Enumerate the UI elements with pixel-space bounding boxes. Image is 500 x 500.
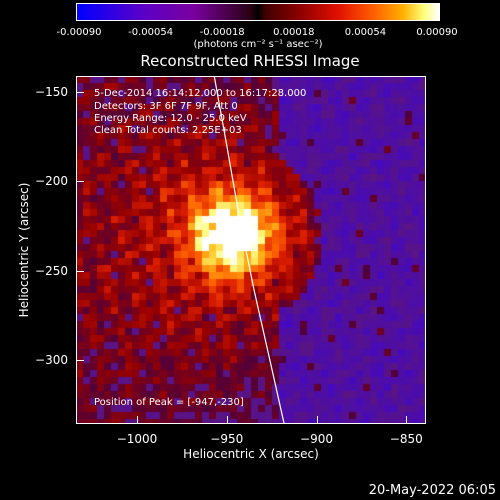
colorbar-unit: (photons cm⁻² s⁻¹ asec⁻²)	[193, 39, 323, 50]
x-tick-label: −850	[389, 432, 423, 446]
x-tick-label: −900	[300, 432, 333, 446]
y-tick	[76, 359, 84, 361]
heatmap-canvas	[76, 76, 426, 424]
y-tick-label: −300	[35, 352, 68, 367]
y-tick-label: −150	[35, 85, 68, 100]
colorbar-label: 0.00054	[344, 27, 387, 38]
x-tick-label: −950	[210, 432, 244, 446]
solar-limb-line	[213, 76, 285, 424]
x-tick	[406, 416, 408, 424]
colorbar-label: 0.00090	[416, 27, 458, 38]
colorbar-label: 0.00018	[273, 27, 315, 38]
x-tick	[137, 416, 139, 424]
x-tick-label: −1000	[116, 432, 158, 446]
info-energy-range: Energy Range: 12.0 - 25.0 keV	[94, 113, 247, 124]
info-total-counts: Clean Total counts: 2.25E+03	[94, 125, 242, 136]
x-axis-title: Heliocentric X (arcsec)	[183, 447, 319, 461]
colorbar	[76, 3, 440, 21]
y-axis-title: Heliocentric Y (arcsec)	[17, 182, 31, 318]
x-tick	[316, 416, 318, 424]
colorbar-label: -0.00018	[199, 27, 245, 38]
timestamp: 20-May-2022 06:05	[368, 483, 496, 498]
y-tick	[76, 92, 84, 94]
y-tick	[76, 181, 84, 183]
plot-title: Reconstructed RHESSI Image	[140, 52, 360, 70]
info-detectors: Detectors: 3F 6F 7F 9F, Att 0	[94, 101, 238, 112]
info-time-range: 5-Dec-2014 16:14:12.000 to 16:17:28.000	[94, 88, 307, 99]
y-tick-label: −250	[35, 263, 68, 278]
y-tick	[76, 270, 84, 272]
image-plot	[76, 76, 426, 424]
y-tick-label: −200	[35, 174, 68, 189]
colorbar-label: -0.00054	[128, 27, 174, 38]
colorbar-label: -0.00090	[56, 27, 102, 38]
peak-position: Position of Peak = [-947,-230]	[94, 397, 244, 408]
overlay-svg	[213, 76, 285, 424]
x-tick	[226, 416, 228, 424]
